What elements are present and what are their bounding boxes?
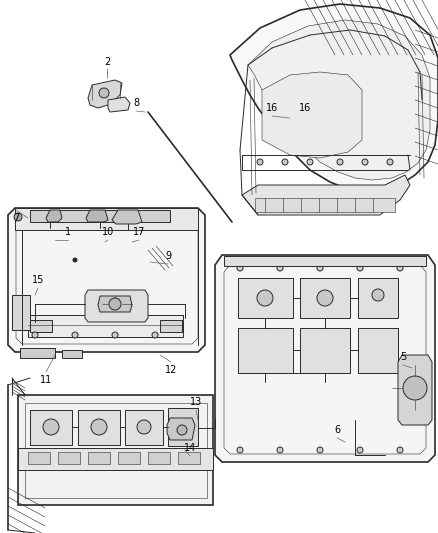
Circle shape <box>109 298 121 310</box>
Circle shape <box>177 425 187 435</box>
Text: 6: 6 <box>334 425 340 435</box>
Polygon shape <box>398 355 432 425</box>
Circle shape <box>362 159 368 165</box>
Polygon shape <box>8 208 205 352</box>
Polygon shape <box>98 296 132 312</box>
Text: 5: 5 <box>400 352 406 362</box>
Bar <box>148 452 170 464</box>
Polygon shape <box>46 210 62 222</box>
Circle shape <box>257 159 263 165</box>
Circle shape <box>91 419 107 435</box>
Text: 16: 16 <box>266 103 278 113</box>
Bar <box>12 295 30 330</box>
Bar <box>78 410 120 445</box>
Polygon shape <box>230 4 438 192</box>
Bar <box>358 328 398 373</box>
Circle shape <box>73 258 77 262</box>
Circle shape <box>282 159 288 165</box>
Polygon shape <box>215 255 435 462</box>
Bar <box>30 320 52 332</box>
Text: 13: 13 <box>190 397 202 407</box>
Circle shape <box>307 159 313 165</box>
Polygon shape <box>85 290 148 322</box>
Text: 1: 1 <box>65 227 71 237</box>
Bar <box>238 328 293 373</box>
Bar <box>18 448 213 470</box>
Polygon shape <box>86 210 108 222</box>
Circle shape <box>387 159 393 165</box>
Circle shape <box>403 376 427 400</box>
Text: 2: 2 <box>104 57 110 67</box>
Bar <box>20 348 55 358</box>
Circle shape <box>152 332 158 338</box>
Circle shape <box>397 447 403 453</box>
Bar <box>58 452 80 464</box>
Bar <box>25 403 207 498</box>
Bar <box>160 320 182 332</box>
Bar <box>30 210 170 222</box>
Bar <box>358 278 398 318</box>
Text: 15: 15 <box>32 275 44 285</box>
Circle shape <box>43 419 59 435</box>
Bar <box>125 410 163 445</box>
Bar <box>28 452 50 464</box>
Bar <box>238 278 293 318</box>
Circle shape <box>372 289 384 301</box>
Polygon shape <box>167 418 195 440</box>
Circle shape <box>237 265 243 271</box>
Bar <box>300 328 350 373</box>
Text: 10: 10 <box>102 227 114 237</box>
Bar <box>224 256 426 266</box>
Circle shape <box>237 447 243 453</box>
Bar <box>118 452 140 464</box>
Text: 12: 12 <box>165 365 177 375</box>
Circle shape <box>257 290 273 306</box>
Text: 16: 16 <box>299 103 311 113</box>
Circle shape <box>317 290 333 306</box>
Circle shape <box>72 332 78 338</box>
Circle shape <box>277 447 283 453</box>
Bar <box>62 350 82 358</box>
Polygon shape <box>262 72 362 158</box>
Circle shape <box>112 332 118 338</box>
Text: 8: 8 <box>133 98 139 108</box>
Circle shape <box>397 265 403 271</box>
Circle shape <box>99 88 109 98</box>
Circle shape <box>32 332 38 338</box>
Polygon shape <box>108 97 130 112</box>
Text: 9: 9 <box>165 251 171 261</box>
Text: 17: 17 <box>133 227 145 237</box>
Bar <box>15 208 198 230</box>
Bar <box>30 410 72 445</box>
Text: 11: 11 <box>40 375 52 385</box>
Circle shape <box>137 420 151 434</box>
Bar <box>178 452 200 464</box>
Bar <box>88 452 110 464</box>
Circle shape <box>317 265 323 271</box>
Circle shape <box>317 447 323 453</box>
Bar <box>255 198 395 212</box>
Polygon shape <box>242 175 410 215</box>
Polygon shape <box>248 20 430 180</box>
Bar <box>168 408 198 446</box>
Bar <box>300 278 350 318</box>
Circle shape <box>337 159 343 165</box>
Text: 14: 14 <box>184 443 196 453</box>
Circle shape <box>357 447 363 453</box>
Bar <box>28 315 183 337</box>
Polygon shape <box>88 80 122 108</box>
Circle shape <box>357 265 363 271</box>
Polygon shape <box>112 210 142 224</box>
Text: 7: 7 <box>13 213 19 223</box>
Circle shape <box>14 213 22 221</box>
Bar <box>18 395 213 505</box>
Circle shape <box>277 265 283 271</box>
